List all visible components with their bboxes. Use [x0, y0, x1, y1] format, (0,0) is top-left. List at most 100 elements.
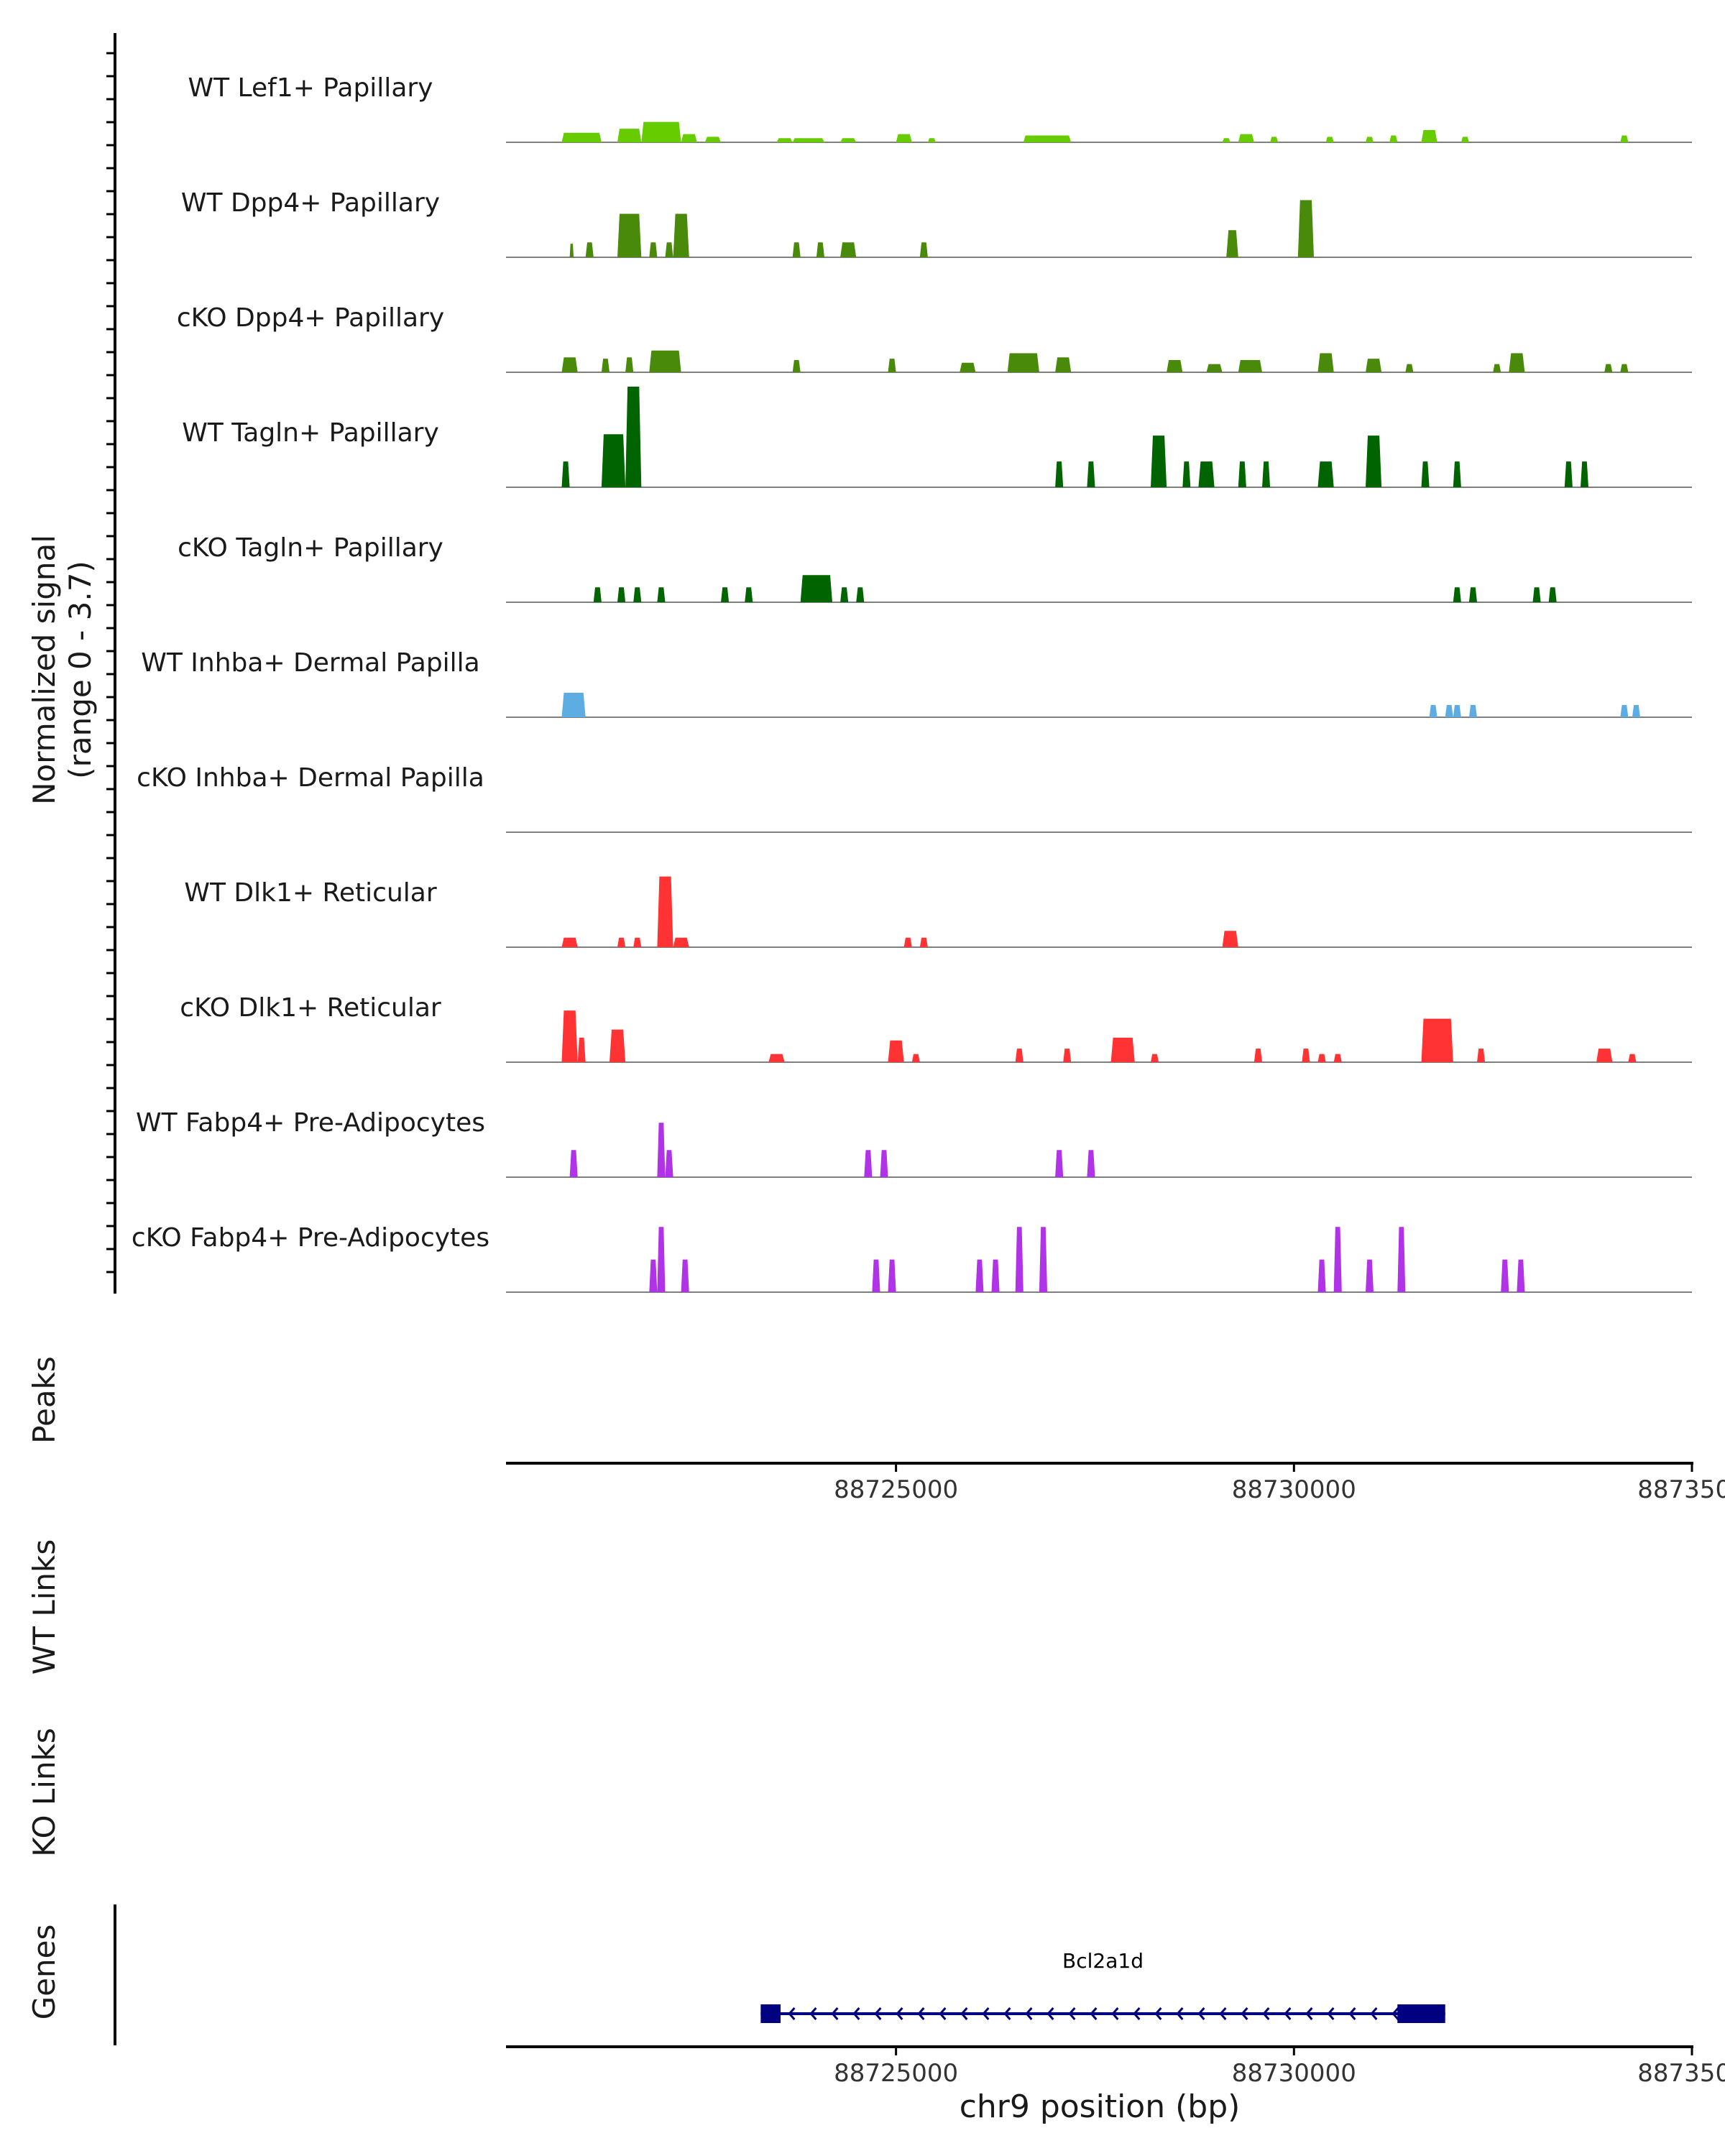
coverage-peak — [1055, 461, 1064, 487]
coverage-peak — [1397, 1227, 1406, 1292]
coverage-peak — [1421, 130, 1438, 142]
strand-arrow — [1241, 2007, 1248, 2020]
coverage-peak — [1007, 353, 1039, 372]
strand-arrow — [960, 2007, 968, 2020]
coverage-peak — [1366, 1259, 1374, 1292]
strand-arrow — [1133, 2007, 1141, 2020]
strand-arrow — [1348, 2007, 1356, 2020]
peaks-track-label: Peaks — [27, 1356, 62, 1444]
coverage-peak — [1501, 1259, 1509, 1292]
coverage-peak — [577, 1037, 586, 1062]
track-5: WT Inhba+ Dermal Papilla — [141, 648, 1692, 718]
coverage-peak — [1206, 364, 1223, 372]
coverage-peak — [840, 242, 857, 257]
coverage-peak — [927, 138, 936, 142]
coverage-peak — [1317, 353, 1334, 372]
coverage-peak — [768, 1054, 785, 1062]
coverage-peak — [1389, 135, 1398, 142]
coverage-peak — [657, 1123, 666, 1177]
coverage-peak — [1015, 1227, 1024, 1292]
coverage-peak — [1055, 1150, 1064, 1177]
coverage-peak — [641, 121, 681, 142]
track-label: WT Inhba+ Dermal Papilla — [141, 648, 479, 678]
coverage-peak — [1222, 138, 1230, 142]
strand-arrow — [1046, 2007, 1054, 2020]
coverage-peak — [1222, 931, 1238, 947]
coverage-peak — [1366, 359, 1382, 372]
coverage-peak — [585, 242, 594, 257]
coverage-peak — [1317, 461, 1334, 487]
track-2: cKO Dpp4+ Papillary — [177, 303, 1692, 373]
coverage-peak — [888, 1040, 904, 1062]
x-tick-label: 8873500 — [1637, 2059, 1725, 2088]
x-tick-label: 88725000 — [834, 2059, 958, 2088]
track-label: cKO Fabp4+ Pre-Adipocytes — [132, 1223, 489, 1253]
genes-track-label: Genes — [27, 1925, 62, 2020]
x-tick-label: 88725000 — [834, 1475, 958, 1504]
coverage-peak — [816, 242, 824, 257]
coverage-peak — [593, 587, 602, 602]
coverage-peak — [1548, 587, 1557, 602]
strand-arrow — [1003, 2007, 1011, 2020]
strand-arrow — [831, 2007, 839, 2020]
track-label: WT Tagln+ Papillary — [182, 418, 439, 448]
strand-arrow — [1068, 2007, 1076, 2020]
coverage-peak — [792, 138, 824, 142]
coverage-peak — [1564, 461, 1573, 487]
strand-arrow — [1025, 2007, 1033, 2020]
coverage-peak — [649, 1259, 658, 1292]
strand-arrow — [982, 2007, 990, 2020]
coverage-tracks: WT Lef1+ Papillary WT Dpp4+ Papillary cKO … — [132, 73, 1692, 1293]
strand-arrow — [917, 2007, 925, 2020]
strand-arrow — [1392, 2007, 1399, 2020]
coverage-peak — [1238, 134, 1254, 142]
coverage-peak — [617, 213, 642, 257]
coverage-peak — [617, 129, 642, 142]
coverage-peak — [673, 937, 689, 947]
genes-x-axis-ticks: 88725000 88730000 8873500 — [834, 2047, 1725, 2088]
coverage-peak — [561, 937, 578, 947]
coverage-peak — [856, 587, 865, 602]
coverage-peak — [617, 587, 626, 602]
strand-arrow — [788, 2007, 796, 2020]
coverage-peak — [1460, 137, 1469, 142]
coverage-peak — [840, 138, 857, 142]
coverage-peak — [1333, 1054, 1342, 1062]
coverage-peak — [1238, 461, 1246, 487]
track-0: WT Lef1+ Papillary — [188, 73, 1692, 143]
coverage-peak — [1238, 360, 1262, 372]
coverage-peak — [610, 1029, 626, 1062]
gene-model: Bcl2a1d — [760, 1949, 1445, 2023]
coverage-peak — [745, 587, 753, 602]
coverage-peak — [561, 1010, 578, 1062]
coverage-peak — [800, 575, 832, 602]
y-axis-ticks — [106, 52, 115, 1273]
coverage-peak — [1063, 1049, 1072, 1062]
coverage-peak — [1596, 1049, 1613, 1062]
coverage-peak — [1468, 587, 1477, 602]
coverage-peak — [919, 242, 928, 257]
track-6: cKO Inhba+ Dermal Papilla — [137, 763, 1692, 833]
track-label: WT Dpp4+ Papillary — [181, 188, 440, 218]
coverage-peak — [569, 1150, 578, 1177]
coverage-peak — [665, 1150, 673, 1177]
strand-arrow — [1154, 2007, 1162, 2020]
coverage-peak — [561, 461, 570, 487]
coverage-peak — [617, 937, 626, 947]
x-tick-label: 8873500 — [1637, 1475, 1725, 1504]
track-label: WT Dlk1+ Reticular — [184, 878, 436, 908]
strand-arrow — [809, 2007, 817, 2020]
track-3: WT Tagln+ Papillary — [182, 387, 1692, 488]
coverage-peak — [1039, 1227, 1047, 1292]
coverage-peak — [1477, 1049, 1486, 1062]
strand-arrow — [1176, 2007, 1184, 2020]
coverage-peak — [911, 1054, 920, 1062]
coverage-peak — [681, 134, 697, 142]
coverage-peak — [1453, 587, 1461, 602]
track-7: WT Dlk1+ Reticular — [184, 876, 1692, 948]
coverage-peak — [561, 132, 602, 142]
coverage-peak — [1333, 1227, 1342, 1292]
coverage-peak — [991, 1259, 1000, 1292]
coverage-peak — [1226, 230, 1238, 257]
